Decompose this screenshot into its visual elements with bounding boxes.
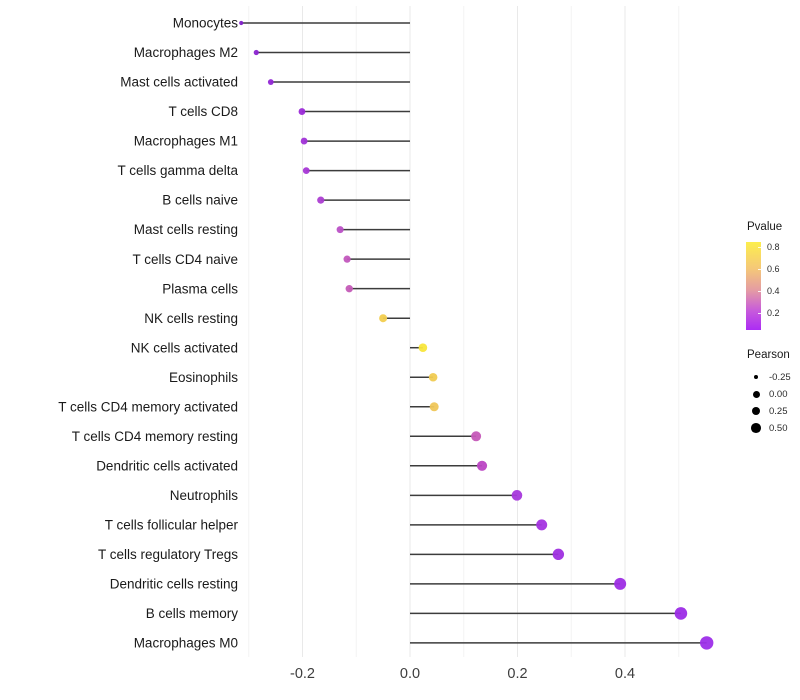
y-axis-category-label: Macrophages M2	[134, 45, 238, 60]
pvalue-tick-label: 0.4	[767, 286, 780, 296]
y-axis-category-label: T cells CD4 naive	[132, 252, 238, 267]
pvalue-tick-label: 0.6	[767, 264, 780, 274]
lollipop-dot	[476, 460, 488, 471]
lollipop-dot	[552, 548, 565, 561]
y-axis-category-label: Macrophages M0	[134, 636, 238, 651]
pearson-size-dot-icon	[751, 406, 761, 416]
lollipop-dot	[343, 255, 351, 263]
x-axis-tick-label: 0.2	[507, 666, 527, 682]
pearson-legend-label: 0.50	[769, 422, 788, 434]
pearson-legend-item: 0.25	[744, 404, 788, 418]
lollipop-dot	[317, 196, 325, 204]
pearson-size-dot-box	[749, 421, 763, 435]
pearson-size-dot-icon	[752, 390, 760, 398]
y-axis-category-label: NK cells resting	[144, 311, 238, 326]
y-axis-category-label: Mast cells resting	[134, 222, 238, 237]
pvalue-tick-mark	[758, 291, 763, 292]
lollipop-dot	[429, 402, 439, 412]
pvalue-tick-mark	[758, 247, 763, 248]
lollipop-dot	[239, 20, 244, 26]
pearson-size-dot-box	[749, 404, 763, 418]
y-axis-category-label: B cells memory	[146, 606, 239, 621]
y-axis-category-label: Eosinophils	[169, 370, 238, 385]
pearson-size-dot-box	[749, 370, 763, 384]
y-axis-category-label: T cells CD4 memory activated	[58, 399, 238, 414]
y-axis-category-label: T cells gamma delta	[117, 163, 238, 178]
pearson-legend-label: 0.25	[769, 405, 788, 417]
y-axis-category-label: Dendritic cells resting	[110, 576, 238, 591]
lollipop-dot	[674, 607, 688, 620]
pearson-size-dot-icon	[751, 423, 761, 433]
y-axis-category-label: T cells CD4 memory resting	[72, 429, 238, 444]
lollipop-dot	[614, 577, 627, 590]
pearson-legend-item: 0.00	[744, 387, 788, 401]
y-axis-category-label: Macrophages M1	[134, 134, 238, 149]
lollipop-dot	[253, 49, 259, 56]
pvalue-tick-mark	[758, 313, 763, 314]
y-axis-category-label: Dendritic cells activated	[96, 458, 238, 473]
pvalue-tick-label: 0.2	[767, 308, 780, 318]
pearson-legend-title: Pearson	[747, 349, 790, 361]
pvalue-gradient-bar	[746, 242, 763, 330]
pvalue-tick-label: 0.8	[767, 242, 780, 252]
lollipop-dot	[267, 79, 274, 85]
pvalue-tick-mark	[758, 269, 763, 270]
x-axis-tick-label: -0.2	[290, 666, 315, 682]
y-axis-category-label: Mast cells activated	[120, 75, 238, 90]
lollipop-dot	[345, 284, 353, 293]
x-axis-tick-label: 0.4	[615, 666, 635, 682]
lollipop-dot	[379, 314, 388, 323]
pearson-size-dot-box	[749, 387, 763, 401]
lollipop-dot	[300, 137, 308, 145]
x-axis-tick-label: 0.0	[400, 666, 420, 682]
y-axis-category-label: NK cells activated	[131, 340, 238, 355]
lollipop-dot	[336, 226, 344, 234]
lollipop-dot	[511, 490, 523, 501]
y-axis-category-label: Plasma cells	[162, 281, 238, 296]
lollipop-dot	[418, 343, 428, 353]
lollipop-dot	[536, 519, 548, 531]
pvalue-colorbar-wrap: 0.8 0.6 0.4 0.2	[744, 242, 800, 330]
lollipop-dot	[302, 167, 310, 175]
pvalue-legend-title: Pvalue	[747, 221, 783, 233]
pearson-legend-item: 0.50	[744, 421, 788, 435]
pearson-size-dot-icon	[753, 374, 759, 380]
pearson-legend-label: -0.25	[769, 371, 791, 383]
y-axis-category-label: T cells regulatory Tregs	[98, 547, 238, 562]
pearson-legend-item: -0.25	[744, 370, 791, 384]
y-axis-category-label: Neutrophils	[170, 488, 239, 503]
lollipop-dot	[298, 108, 306, 115]
lollipop-dot	[428, 372, 438, 382]
pearson-legend: Pearson -0.25 0.00 0.25 0.50	[744, 349, 800, 434]
y-axis-category-label: B cells naive	[162, 193, 238, 208]
pearson-legend-label: 0.00	[769, 388, 788, 400]
y-axis-category-label: Monocytes	[173, 16, 239, 31]
lollipop-dot	[700, 636, 714, 650]
y-axis-category-label: T cells follicular helper	[105, 517, 239, 532]
pvalue-legend: Pvalue 0.8 0.6 0.4 0.2	[744, 221, 800, 330]
y-axis-category-label: T cells CD8	[168, 104, 238, 119]
lollipop-dot	[471, 431, 482, 442]
